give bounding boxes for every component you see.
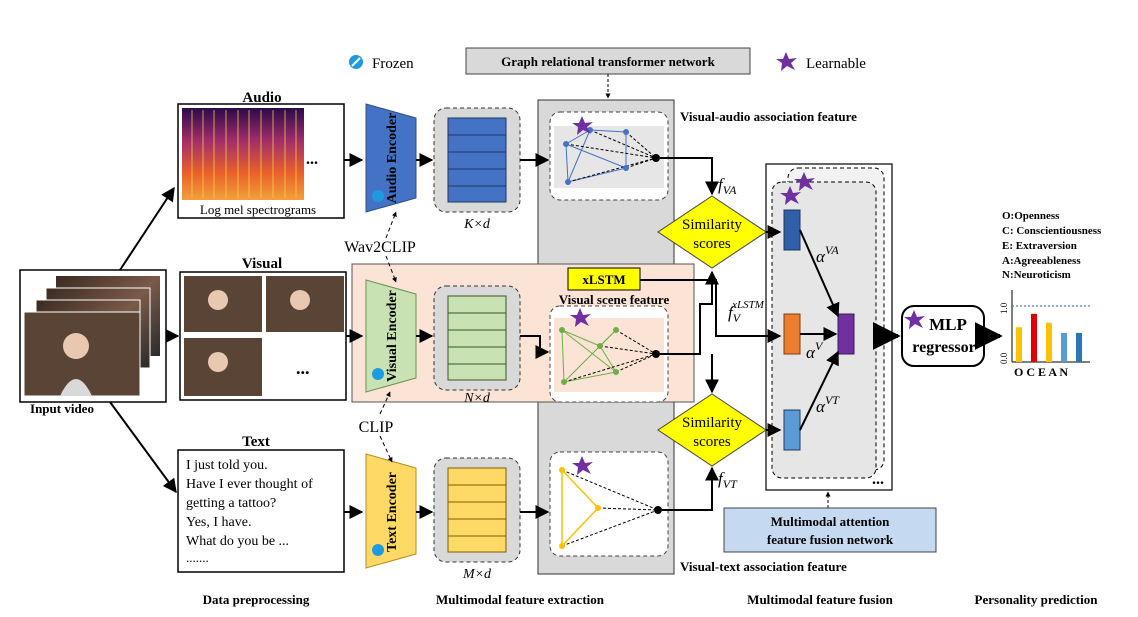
va-feature-bar [783, 209, 801, 251]
trait-c: C: Conscientiousness [1002, 225, 1102, 237]
stage-fusion: Multimodal feature fusion [747, 592, 893, 607]
star-icon [572, 456, 593, 475]
tick-1.0: 1.0 [999, 302, 1009, 314]
mlp-line1: MLP [929, 315, 967, 334]
va-graph-card [549, 111, 669, 201]
similarity-va-line2: scores [693, 236, 731, 252]
star-icon [570, 308, 591, 327]
similarity-va: Similarity scores [657, 195, 767, 269]
video-frame-3 [184, 338, 262, 396]
video-frame-2 [266, 276, 344, 332]
input-video-label: Input video [30, 401, 94, 416]
frozen-legend: Frozen [349, 55, 414, 72]
visual-scene-label: Visual scene feature [559, 292, 670, 307]
text-title: Text [242, 434, 270, 450]
trait-n: N:Neuroticism [1002, 269, 1071, 281]
transcript-line-2: Have I ever thought of [186, 477, 313, 492]
graph-network-legend: Graph relational transformer network [465, 47, 751, 75]
star-icon [572, 116, 593, 135]
f-vt-label: fVT [718, 469, 738, 491]
similarity-vt-line2: scores [693, 434, 731, 450]
attention-network-box [723, 507, 937, 553]
vt-feature-bar [783, 409, 801, 451]
attention-network-line1: Multimodal attention [771, 514, 891, 529]
learnable-label: Learnable [806, 56, 866, 72]
frozen-icon [372, 544, 384, 556]
transcript-box [177, 449, 345, 573]
bar-o [1016, 327, 1022, 362]
fused-feature-bar [837, 313, 855, 355]
transcript-line-4: Yes, I have. [186, 515, 251, 530]
star-icon [780, 186, 801, 205]
frozen-icon [372, 190, 384, 202]
star-icon [904, 310, 925, 329]
graph-network-label: Graph relational transformer network [501, 54, 715, 69]
stage-prediction: Personality prediction [975, 592, 1099, 607]
audio-encoder: Audio Encoder [365, 103, 417, 213]
mlp-line2: regressor [912, 339, 975, 356]
spectrogram-ellipsis: ... [306, 151, 318, 168]
alpha-va-label: αVA [816, 243, 839, 266]
bar-c [1031, 313, 1037, 362]
frames-ellipsis: ... [296, 358, 310, 378]
xlstm-label: xLSTM [582, 272, 625, 287]
audio-encoder-label: Audio Encoder [385, 113, 400, 204]
visual-graph-card [549, 305, 669, 403]
stage-extraction: Multimodal feature extraction [436, 592, 605, 607]
trait-e: E: Extraversion [1002, 240, 1077, 252]
alpha-v-label: αV [806, 339, 824, 362]
text-feature-dim: M×d [462, 567, 492, 582]
clip-label: CLIP [359, 419, 394, 436]
bar-a [1061, 332, 1067, 362]
mlp-regressor: MLP regressor [901, 305, 985, 367]
visual-encoder-label: Visual Encoder [385, 290, 400, 382]
audio-feature-dim: K×d [463, 217, 491, 232]
va-assoc-label: Visual-audio association feature [680, 109, 857, 124]
visual-encoder: Visual Encoder [365, 279, 417, 393]
star-icon [794, 172, 815, 191]
bar-e [1046, 322, 1052, 362]
trait-o: O:Openness [1002, 210, 1060, 222]
transcript-line-6: ....... [186, 550, 209, 565]
similarity-va-line1: Similarity [682, 217, 743, 233]
bar-n [1076, 332, 1082, 362]
tick-0.0: 0.0 [999, 352, 1009, 364]
frozen-label: Frozen [372, 56, 414, 72]
similarity-vt: Similarity scores [657, 393, 767, 467]
star-icon [776, 52, 797, 71]
vt-graph-card [549, 451, 669, 557]
transcript-line-3: getting a tattoo? [186, 496, 276, 511]
ocean-bar-chart: 1.0 0.0 O C E A N [999, 290, 1090, 379]
video-frame-1 [184, 276, 262, 332]
text-feature-matrix [433, 457, 521, 563]
alpha-vt-label: αVT [816, 393, 840, 416]
audio-title: Audio [242, 90, 281, 106]
transcript-line-5: What do you be ... [186, 534, 289, 549]
visual-feature-matrix [433, 285, 521, 391]
ocean-axis-letters: O C E A N [1014, 365, 1068, 379]
vt-assoc-label: Visual-text association feature [680, 559, 847, 574]
text-encoder-label: Text Encoder [385, 472, 400, 552]
text-encoder: Text Encoder [365, 453, 417, 569]
visual-title: Visual [242, 256, 282, 272]
audio-feature-matrix [433, 107, 521, 213]
f-va-label: fVA [718, 175, 737, 197]
similarity-vt-line1: Similarity [682, 415, 743, 431]
frozen-icon [372, 368, 384, 380]
wav2clip-label: Wav2CLIP [344, 239, 416, 256]
v-feature-bar [783, 313, 801, 355]
learnable-legend: Learnable [776, 52, 866, 72]
attention-network-line2: feature fusion network [767, 532, 894, 547]
f-v-label: fVxLSTM [728, 299, 765, 325]
visual-feature-dim: N×d [463, 391, 491, 406]
spectrogram-image [182, 108, 304, 200]
stage-preprocessing: Data preprocessing [203, 592, 310, 607]
fusion-ellipsis: ... [872, 471, 884, 488]
transcript-line-1: I just told you. [186, 458, 268, 473]
spectrogram-caption: Log mel spectrograms [200, 202, 316, 217]
trait-a: A:Agreeableness [1002, 255, 1081, 267]
